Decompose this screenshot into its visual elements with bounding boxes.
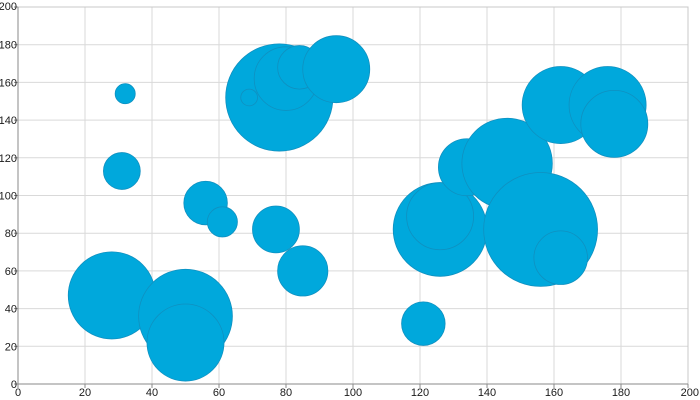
bubble bbox=[252, 205, 300, 254]
bubbles bbox=[67, 35, 649, 382]
y-axis-ticks: 0 20 40 60 80 100 120 140 160 180 200 bbox=[0, 1, 18, 391]
x-tick-label: 60 bbox=[213, 387, 225, 399]
x-tick-label: 200 bbox=[681, 387, 699, 399]
x-tick-label: 40 bbox=[146, 387, 158, 399]
x-tick-label: 0 bbox=[15, 387, 21, 399]
bubble bbox=[580, 89, 649, 158]
bubble bbox=[103, 152, 141, 190]
bubble bbox=[146, 303, 225, 382]
y-tick-label: 140 bbox=[0, 115, 17, 127]
y-tick-label: 0 bbox=[11, 379, 17, 391]
y-tick-label: 180 bbox=[0, 40, 17, 52]
bubble bbox=[277, 245, 329, 297]
y-tick-label: 40 bbox=[5, 304, 17, 316]
x-tick-label: 140 bbox=[478, 387, 496, 399]
x-tick-label: 20 bbox=[79, 387, 91, 399]
bubble bbox=[533, 230, 588, 285]
bubble bbox=[406, 182, 475, 251]
bubble bbox=[302, 35, 371, 104]
y-tick-label: 200 bbox=[0, 1, 17, 13]
x-tick-label: 80 bbox=[280, 387, 292, 399]
bubble bbox=[206, 206, 238, 238]
y-tick-label: 60 bbox=[5, 266, 17, 278]
x-tick-label: 100 bbox=[344, 387, 362, 399]
x-axis-ticks: 0 20 40 60 80 100 120 140 160 180 200 bbox=[15, 384, 699, 399]
bubble bbox=[240, 88, 258, 107]
bubble bbox=[401, 301, 446, 346]
bubble bbox=[114, 83, 136, 105]
x-tick-label: 180 bbox=[612, 387, 630, 399]
x-tick-label: 120 bbox=[411, 387, 429, 399]
y-tick-label: 100 bbox=[0, 191, 17, 203]
x-tick-label: 160 bbox=[545, 387, 563, 399]
y-tick-label: 120 bbox=[0, 153, 17, 165]
y-tick-label: 20 bbox=[5, 341, 17, 353]
y-tick-label: 160 bbox=[0, 77, 17, 89]
y-tick-label: 80 bbox=[5, 228, 17, 240]
